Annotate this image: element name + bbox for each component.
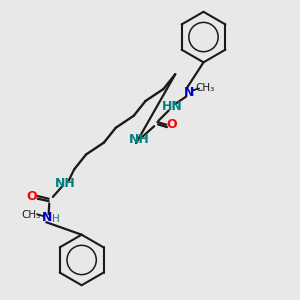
Text: NH: NH bbox=[129, 133, 150, 146]
Text: N: N bbox=[184, 85, 194, 98]
Text: CH₃: CH₃ bbox=[22, 210, 41, 220]
Text: H: H bbox=[52, 214, 60, 224]
Text: O: O bbox=[167, 118, 177, 131]
Text: HN: HN bbox=[162, 100, 183, 113]
Text: O: O bbox=[26, 190, 37, 202]
Text: N: N bbox=[42, 211, 52, 224]
Text: CH₃: CH₃ bbox=[195, 82, 214, 93]
Text: NH: NH bbox=[55, 177, 76, 190]
